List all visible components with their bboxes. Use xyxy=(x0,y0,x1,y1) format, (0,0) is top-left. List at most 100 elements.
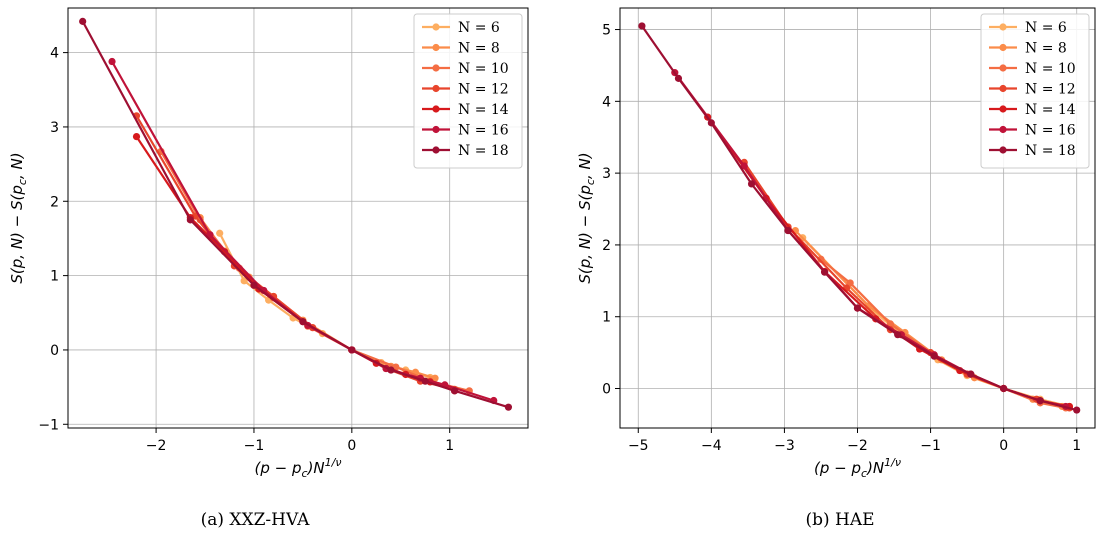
series-line xyxy=(135,135,455,392)
x-tick-label: −2 xyxy=(146,438,167,454)
legend-item: N = 10 xyxy=(422,61,509,77)
x-tick-label: −3 xyxy=(774,438,795,454)
y-axis-label: S(p, N) − S(pc, N) xyxy=(8,152,29,283)
legend-marker xyxy=(999,105,1007,113)
data-point xyxy=(299,318,307,326)
data-point xyxy=(450,387,459,395)
data-point xyxy=(132,133,141,141)
x-tick-label: −1 xyxy=(920,438,941,454)
series-n=18 xyxy=(638,22,1081,414)
series-n=8 xyxy=(196,214,439,382)
series-n=18 xyxy=(79,17,513,411)
data-point xyxy=(894,331,902,339)
chart-a: −2 −1 0 1 −1 0 1 2 3 4 (p − pc)N1/ν S(p, N) − S(pc,… xyxy=(8,7,529,530)
data-point xyxy=(108,57,116,66)
series-line xyxy=(218,232,431,379)
legend-marker xyxy=(432,146,440,154)
legend-label: N = 14 xyxy=(458,102,509,118)
series-n=14 xyxy=(132,133,459,395)
chart-caption: (a) XXZ-HVA xyxy=(201,510,311,530)
x-tick-label: −1 xyxy=(244,438,265,454)
y-tick-label: 0 xyxy=(50,343,59,359)
legend-marker xyxy=(432,105,440,113)
y-axis-label: S(p, N) − S(pc, N) xyxy=(576,152,597,283)
legend-label: N = 18 xyxy=(1025,143,1076,159)
y-tick-label: 1 xyxy=(50,269,59,285)
legend-label: N = 14 xyxy=(1025,102,1076,118)
y-tick-label: 3 xyxy=(50,120,59,136)
data-point xyxy=(240,277,248,285)
x-axis-label: (p − pc)N1/ν xyxy=(255,456,342,480)
series-line xyxy=(160,150,470,392)
data-point xyxy=(79,17,87,25)
legend-item: N = 16 xyxy=(422,123,509,139)
data-point xyxy=(186,216,194,224)
y-tick-label: 5 xyxy=(602,23,611,39)
data-point xyxy=(421,377,429,385)
x-tick-label: −4 xyxy=(701,438,722,454)
x-tick-label: −2 xyxy=(847,438,868,454)
x-tick-label: 1 xyxy=(1072,438,1081,454)
axes-frame xyxy=(67,7,529,429)
legend-label: N = 8 xyxy=(1025,41,1067,57)
legend-marker xyxy=(999,23,1007,31)
data-point xyxy=(747,180,756,188)
legend-label: N = 6 xyxy=(1025,20,1067,36)
legend-label: N = 12 xyxy=(458,82,509,98)
y-tick-label: 1 xyxy=(602,310,611,326)
data-point xyxy=(250,281,258,289)
chart-caption: (b) HAE xyxy=(805,510,874,530)
y-tick-label: 0 xyxy=(602,382,611,398)
series-n=10 xyxy=(157,147,473,395)
series-line xyxy=(199,216,436,380)
data-point xyxy=(206,231,214,239)
data-point xyxy=(846,279,854,287)
legend-marker xyxy=(432,43,440,52)
y-tick-label: 3 xyxy=(602,166,611,182)
legend-marker xyxy=(432,125,440,134)
data-point xyxy=(821,268,829,276)
chart-b: −5 −4 −3 −2 −1 0 1 0 1 2 3 4 5 (p − pc)N1/ν S(p, N) − … xyxy=(576,7,1096,530)
y-tick-label: 2 xyxy=(50,194,59,210)
series-n=8 xyxy=(791,226,1066,411)
legend-label: N = 6 xyxy=(458,20,500,36)
x-tick-label: 0 xyxy=(347,438,356,454)
data-point xyxy=(674,74,683,82)
data-point xyxy=(504,403,513,411)
series-line xyxy=(743,161,1070,409)
legend-marker xyxy=(432,64,440,72)
legend-marker xyxy=(432,84,440,93)
data-point xyxy=(1000,384,1008,393)
legend-item: N = 14 xyxy=(422,102,509,118)
legend-label: N = 8 xyxy=(458,41,500,57)
data-point xyxy=(638,22,646,30)
y-tick-label: 2 xyxy=(602,238,611,254)
series-n=12 xyxy=(132,112,459,393)
legend-item: N = 18 xyxy=(422,143,509,159)
legend-item: N = 16 xyxy=(989,123,1076,139)
y-tick-label: −1 xyxy=(38,417,59,433)
legend-item: N = 8 xyxy=(989,41,1067,57)
data-point xyxy=(967,370,975,378)
data-point xyxy=(817,255,825,263)
legend-item: N = 6 xyxy=(422,20,500,36)
legend-item: N = 12 xyxy=(422,82,509,98)
legend-label: N = 10 xyxy=(458,61,509,77)
legend-label: N = 16 xyxy=(458,123,509,139)
series-n=12 xyxy=(740,158,1074,412)
legend-marker xyxy=(999,125,1007,134)
legend-marker xyxy=(432,23,440,31)
data-point xyxy=(387,366,395,374)
data-point xyxy=(348,346,356,354)
legend-item: N = 6 xyxy=(989,20,1067,36)
legend-item: N = 12 xyxy=(989,82,1076,98)
legend-label: N = 16 xyxy=(1025,123,1076,139)
series-n=6 xyxy=(216,229,434,382)
series-line xyxy=(801,236,1070,408)
legend: N = 6 N = 8 N = 10 N = 12 N = 14 N = 16 N = 18 xyxy=(980,13,1090,169)
y-tick-label: 4 xyxy=(602,94,611,110)
x-tick-label: 0 xyxy=(999,438,1008,454)
legend-item: N = 8 xyxy=(422,41,500,57)
legend-marker xyxy=(999,146,1007,154)
